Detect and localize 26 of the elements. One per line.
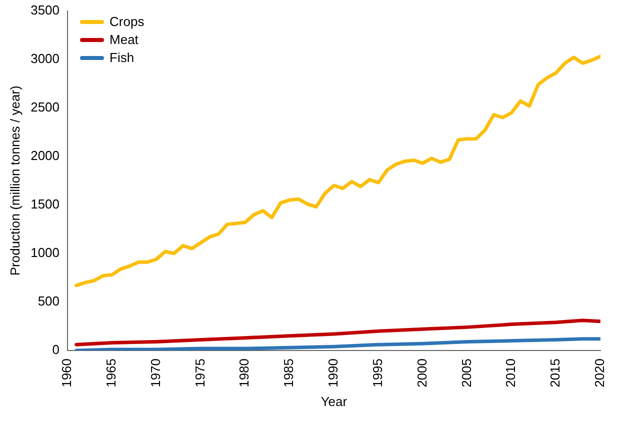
x-tick-label: 2010 xyxy=(503,358,518,388)
y-tick-label: 3500 xyxy=(30,2,60,18)
y-tick-label: 1500 xyxy=(30,196,60,212)
x-tick-label: 1960 xyxy=(59,358,74,388)
y-tick-label: 500 xyxy=(38,294,60,309)
y-tick-label: 1000 xyxy=(30,245,60,260)
y-axis-title: Production (million tonnes / year) xyxy=(7,86,22,276)
x-tick-label: 1965 xyxy=(104,358,119,388)
legend-label: Crops xyxy=(110,14,144,30)
x-tick-label: 1995 xyxy=(370,358,385,388)
x-tick-label: 2020 xyxy=(592,358,607,388)
y-tick-label: 3000 xyxy=(30,50,60,66)
x-axis-title: Year xyxy=(320,394,348,409)
y-tick-label: 2000 xyxy=(30,148,60,163)
y-tick-label: 0 xyxy=(52,342,60,358)
x-tick-label: 1970 xyxy=(148,358,163,388)
x-tick-label: 2015 xyxy=(548,358,563,388)
x-tick-label: 1975 xyxy=(192,358,208,388)
x-tick-label: 2000 xyxy=(414,358,430,388)
y-tick-label: 2500 xyxy=(30,99,60,114)
legend-label: Fish xyxy=(110,50,134,66)
x-tick-label: 1985 xyxy=(281,358,296,388)
x-tick-label: 2005 xyxy=(458,358,474,388)
x-tick-label: 1980 xyxy=(236,358,252,388)
legend-label: Meat xyxy=(110,32,138,48)
x-tick-label: 1990 xyxy=(326,358,341,388)
